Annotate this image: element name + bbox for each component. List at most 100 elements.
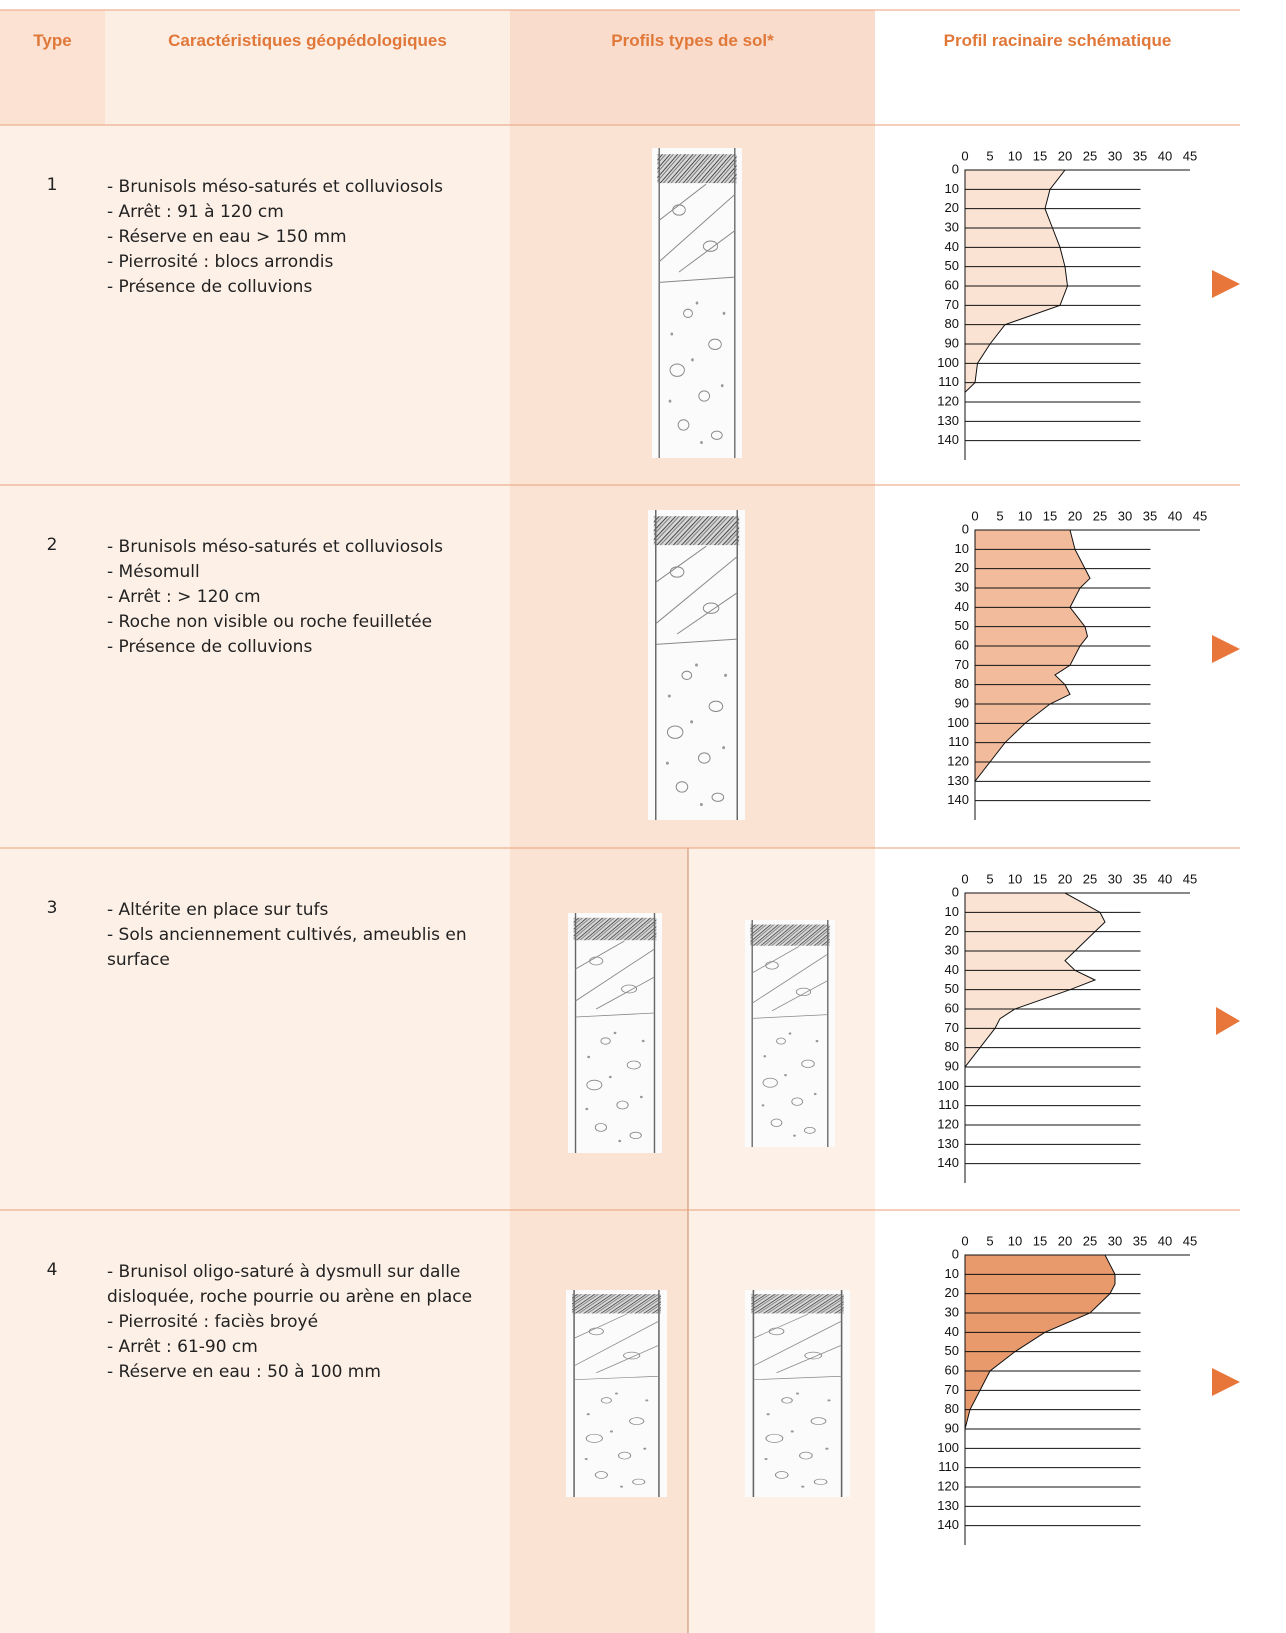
y-tick-label: 50 bbox=[945, 981, 959, 996]
characteristics: - Brunisol oligo-saturé à dysmull sur da… bbox=[107, 1260, 499, 1385]
x-tick-label: 40 bbox=[1168, 508, 1182, 523]
y-tick-label: 0 bbox=[952, 161, 959, 176]
y-tick-label: 130 bbox=[937, 413, 959, 428]
y-tick-label: 0 bbox=[952, 1246, 959, 1261]
y-tick-label: 70 bbox=[955, 657, 969, 672]
y-tick-label: 20 bbox=[955, 560, 969, 575]
y-tick-label: 60 bbox=[955, 637, 969, 652]
x-tick-label: 45 bbox=[1193, 508, 1207, 523]
header-profiles: Profils types de sol* bbox=[611, 31, 774, 50]
y-tick-label: 40 bbox=[945, 1324, 959, 1339]
y-tick-label: 20 bbox=[945, 923, 959, 938]
type-number: 2 bbox=[46, 535, 58, 555]
y-tick-label: 70 bbox=[945, 1382, 959, 1397]
x-tick-label: 35 bbox=[1133, 148, 1147, 163]
x-tick-label: 5 bbox=[986, 1233, 993, 1248]
y-tick-label: 40 bbox=[945, 239, 959, 254]
y-tick-label: 30 bbox=[945, 1304, 959, 1319]
y-tick-label: 50 bbox=[945, 258, 959, 273]
y-tick-label: 30 bbox=[955, 579, 969, 594]
x-tick-label: 30 bbox=[1108, 871, 1122, 886]
x-tick-label: 20 bbox=[1058, 871, 1072, 886]
y-tick-label: 60 bbox=[945, 277, 959, 292]
type-number: 3 bbox=[46, 898, 58, 918]
x-tick-label: 5 bbox=[996, 508, 1003, 523]
x-tick-label: 15 bbox=[1043, 508, 1057, 523]
y-tick-label: 0 bbox=[962, 521, 969, 536]
characteristic-item: - Arrêt : 91 à 120 cm bbox=[107, 202, 284, 222]
x-tick-label: 5 bbox=[986, 148, 993, 163]
characteristic-item: - Réserve en eau > 150 mm bbox=[107, 227, 347, 247]
characteristic-item: - Brunisols méso-saturés et colluviosols bbox=[107, 177, 443, 197]
y-tick-label: 130 bbox=[947, 773, 969, 788]
y-tick-label: 70 bbox=[945, 1020, 959, 1035]
arrows bbox=[1212, 270, 1240, 1396]
characteristic-item: - Présence de colluvions bbox=[107, 637, 313, 657]
y-tick-label: 60 bbox=[945, 1362, 959, 1377]
soil-profile bbox=[568, 913, 662, 1153]
soil-profile bbox=[566, 1290, 667, 1497]
characteristic-item: - Arrêt : 61-90 cm bbox=[107, 1337, 258, 1357]
y-tick-label: 90 bbox=[945, 1058, 959, 1073]
characteristic-item: - Roche non visible ou roche feuilletée bbox=[107, 612, 433, 632]
x-tick-label: 25 bbox=[1093, 508, 1107, 523]
y-tick-label: 120 bbox=[937, 1478, 959, 1493]
header-root-profile: Profil racinaire schématique bbox=[943, 31, 1172, 50]
root-area bbox=[974, 529, 1091, 783]
header-characteristics: Caractéristiques géopédologiques bbox=[168, 31, 447, 50]
x-tick-label: 45 bbox=[1183, 871, 1197, 886]
x-tick-label: 30 bbox=[1108, 1233, 1122, 1248]
x-tick-label: 20 bbox=[1058, 148, 1072, 163]
characteristic-item: - Présence de colluvions bbox=[107, 277, 313, 297]
y-tick-label: 0 bbox=[952, 884, 959, 899]
y-tick-label: 100 bbox=[937, 1440, 959, 1455]
y-tick-label: 30 bbox=[945, 219, 959, 234]
x-tick-label: 25 bbox=[1083, 871, 1097, 886]
header-cell bbox=[0, 10, 105, 125]
x-tick-label: 10 bbox=[1008, 871, 1022, 886]
y-tick-label: 140 bbox=[937, 1155, 959, 1170]
x-tick-label: 25 bbox=[1083, 148, 1097, 163]
y-tick-label: 110 bbox=[938, 1097, 959, 1112]
x-tick-label: 0 bbox=[961, 148, 968, 163]
soil-profile bbox=[745, 920, 835, 1147]
characteristic-item: - Brunisols méso-saturés et colluviosols bbox=[107, 537, 443, 557]
y-tick-label: 110 bbox=[948, 734, 969, 749]
row-lines bbox=[0, 9, 1240, 1211]
characteristics: - Brunisols méso-saturés et colluviosols… bbox=[107, 535, 499, 660]
x-tick-label: 10 bbox=[1008, 1233, 1022, 1248]
characteristic-item: - Pierrosité : faciès broyé bbox=[107, 1312, 319, 1332]
header-cell bbox=[510, 10, 875, 125]
x-tick-label: 35 bbox=[1143, 508, 1157, 523]
x-tick-label: 0 bbox=[961, 1233, 968, 1248]
y-tick-label: 130 bbox=[937, 1498, 959, 1513]
y-tick-label: 120 bbox=[937, 393, 959, 408]
y-tick-label: 80 bbox=[955, 676, 969, 691]
x-tick-label: 5 bbox=[986, 871, 993, 886]
root-area bbox=[964, 1254, 1116, 1430]
x-tick-label: 45 bbox=[1183, 148, 1197, 163]
characteristics: - Altérite en place sur tufs - Sols ancie… bbox=[107, 898, 499, 973]
x-tick-label: 10 bbox=[1018, 508, 1032, 523]
root-area bbox=[964, 892, 1106, 1069]
x-tick-label: 45 bbox=[1183, 1233, 1197, 1248]
x-tick-label: 25 bbox=[1083, 1233, 1097, 1248]
y-tick-label: 10 bbox=[945, 181, 959, 196]
x-tick-label: 15 bbox=[1033, 1233, 1047, 1248]
y-tick-label: 110 bbox=[938, 1459, 959, 1474]
x-tick-label: 15 bbox=[1033, 871, 1047, 886]
y-tick-label: 40 bbox=[945, 962, 959, 977]
characteristic-item: - Brunisol oligo-saturé à dysmull sur da… bbox=[107, 1262, 473, 1307]
y-tick-label: 120 bbox=[947, 753, 969, 768]
y-tick-label: 20 bbox=[945, 200, 959, 215]
x-tick-label: 35 bbox=[1133, 871, 1147, 886]
y-tick-label: 100 bbox=[947, 715, 969, 730]
soil-profile bbox=[745, 1290, 850, 1497]
y-tick-label: 100 bbox=[937, 355, 959, 370]
y-tick-label: 10 bbox=[955, 541, 969, 556]
y-tick-label: 10 bbox=[945, 1266, 959, 1281]
body-cell bbox=[0, 125, 510, 1633]
y-tick-label: 40 bbox=[955, 599, 969, 614]
y-tick-label: 50 bbox=[945, 1343, 959, 1358]
